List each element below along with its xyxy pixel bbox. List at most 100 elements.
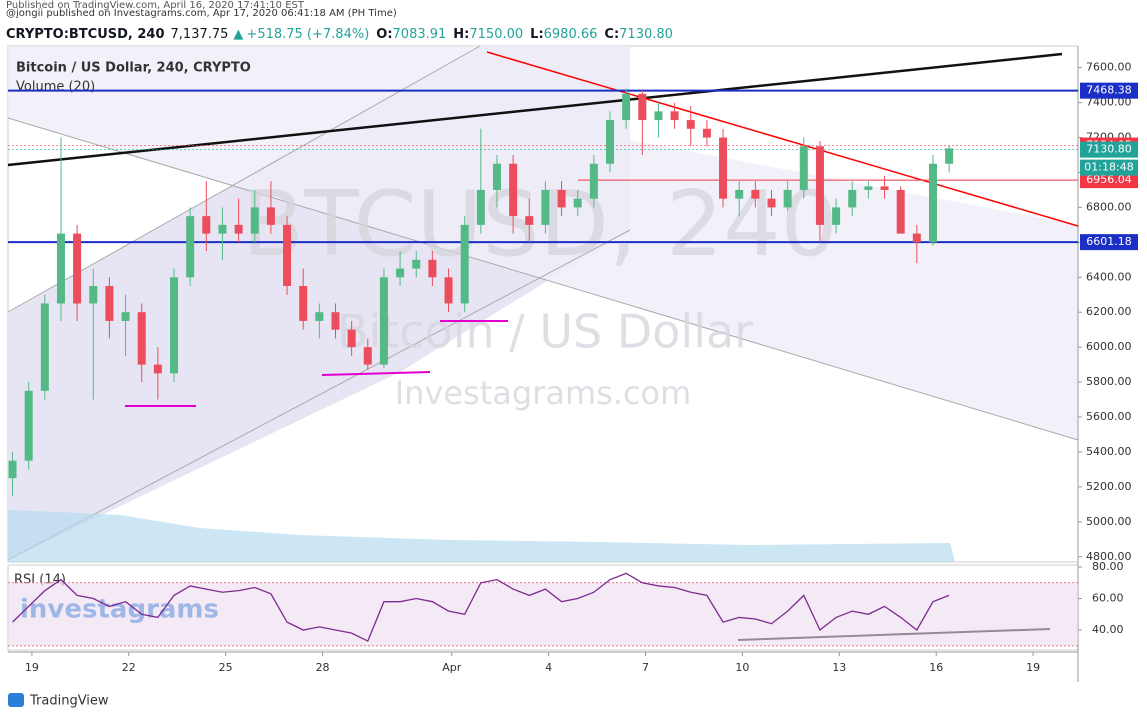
ohlc-key: L: [530, 27, 543, 42]
candle-body [832, 207, 841, 225]
candle-body [945, 148, 954, 164]
candle-body [121, 312, 130, 321]
trend-line [7, 52, 1063, 167]
symbol-line: CRYPTO:BTCUSD, 240 7,137.75 ▲ +518.75 (+7.8… [6, 27, 673, 42]
level-tag: 7468.38 [1086, 84, 1132, 97]
symbol: CRYPTO:BTCUSD, 240 [6, 27, 165, 42]
candle-body [751, 189, 760, 199]
candle-body [702, 128, 711, 138]
x-tick-label: 4 [545, 661, 552, 674]
y-tick-label: 4800.00 [1086, 550, 1132, 563]
ohlc-key: O: [376, 27, 392, 42]
level-tag: 6601.18 [1086, 235, 1132, 248]
candle-body [638, 93, 647, 121]
candle-body [202, 216, 211, 234]
y-tick-label: 6800.00 [1086, 200, 1132, 213]
footer-icon [8, 693, 24, 707]
last-price: 7,137.75 [171, 27, 229, 42]
x-tick-label: 7 [642, 661, 649, 674]
ohlc-value: 7150.00 [469, 27, 523, 42]
countdown-box [1080, 159, 1138, 176]
y-tick-label: 5600.00 [1086, 410, 1132, 423]
x-tick-label: 25 [219, 661, 233, 674]
ohlc-key: H: [453, 27, 469, 42]
candle-body [444, 277, 453, 304]
candle-body [622, 93, 631, 121]
level-tag-box [1080, 141, 1138, 158]
y-tick-label: 6400.00 [1086, 270, 1132, 283]
level-tag: 6956.04 [1086, 173, 1132, 186]
rsi-line [12, 572, 950, 642]
candle-body [476, 189, 485, 225]
x-tick-label: 13 [832, 661, 846, 674]
volume-area [8, 510, 955, 562]
candle-body [428, 259, 437, 278]
candle-body [525, 216, 534, 225]
rsi-band-fill [8, 582, 1078, 646]
candle-body [153, 364, 162, 374]
candle-body [8, 460, 17, 479]
channel-line [7, 229, 631, 561]
candle-body [912, 233, 921, 243]
candle-body [283, 224, 292, 287]
ohlc-value: 7083.91 [393, 27, 447, 42]
candle-body [186, 216, 195, 278]
candle-body [250, 207, 259, 234]
candle-body [509, 163, 518, 217]
x-tick-label: 28 [316, 661, 330, 674]
ohlc-key: C: [604, 27, 619, 42]
candle-body [573, 198, 582, 208]
candle-body [864, 186, 873, 190]
candle-body [880, 186, 889, 190]
legend-title: Bitcoin / US Dollar, 240, CRYPTO [16, 61, 251, 76]
candle-body [589, 163, 598, 199]
level-tag: 7130.80 [1086, 143, 1132, 156]
trend-line [486, 51, 1079, 227]
candle-body [492, 163, 501, 190]
x-tick-label: 10 [735, 661, 749, 674]
x-tick-label: 19 [1026, 661, 1040, 674]
level-tag-box [1080, 82, 1138, 99]
candle-body [460, 224, 469, 304]
x-tick-label: Apr [442, 661, 462, 674]
change: +518.75 (+7.84%) [246, 27, 369, 42]
y-tick-label: 5000.00 [1086, 515, 1132, 528]
candle-body [783, 189, 792, 208]
footer: TradingView [29, 694, 109, 709]
candle-body [89, 286, 98, 304]
y-tick-label: 5200.00 [1086, 480, 1132, 493]
y-tick-label: 5400.00 [1086, 445, 1132, 458]
candle-body [896, 189, 905, 234]
candle-body [815, 146, 824, 225]
candle-body [412, 259, 421, 269]
candle-body [266, 207, 275, 225]
candle-body [767, 198, 776, 208]
published-line: @jongii published on Investagrams.com, A… [6, 8, 397, 19]
candle-body [24, 390, 33, 461]
candle-body [137, 312, 146, 365]
candle-body [379, 277, 388, 365]
change-arrow: ▲ [233, 27, 243, 42]
candle-body [557, 189, 566, 208]
ohlc-value: 6980.66 [544, 27, 598, 42]
channel-line [7, 117, 1079, 441]
candle-body [315, 312, 324, 321]
candle-body [331, 312, 340, 330]
candle-body [396, 268, 405, 278]
y-tick-label: 5800.00 [1086, 375, 1132, 388]
candle-body [299, 286, 308, 321]
rsi-tick-label: 60.00 [1092, 592, 1124, 605]
candle-body [670, 111, 679, 121]
support-line [321, 371, 431, 376]
candle-body [848, 189, 857, 208]
countdown: 01:18:48 [1084, 161, 1133, 174]
watermark: BTCUSD, 240 [242, 172, 838, 277]
level-tag-box [1080, 234, 1138, 251]
candle-body [347, 329, 356, 348]
candle-body [56, 233, 65, 304]
candle-body [170, 277, 179, 374]
ohlc-value: 7130.80 [619, 27, 673, 42]
y-tick-label: 6000.00 [1086, 340, 1132, 353]
watermark: Bitcoin / US Dollar [337, 305, 753, 359]
